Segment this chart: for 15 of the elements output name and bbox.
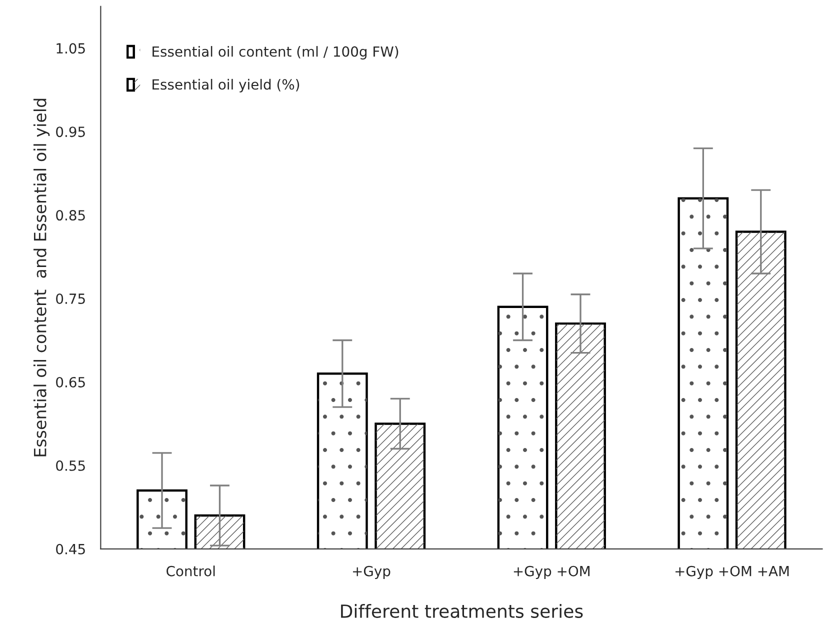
x-axis-title: Different treatments series	[341, 604, 583, 618]
x-tick-label: +Gyp +OM +AM	[676, 566, 789, 580]
legend-label: Essential oil yield (%)	[152, 78, 300, 92]
y-tick-label: 0.45	[56, 544, 85, 554]
y-axis-title: Essential oil content and Essential oil yield	[33, 98, 50, 456]
y-tick-label: 0.75	[56, 294, 85, 304]
x-tick-label: +Gyp	[353, 566, 390, 580]
legend-label: Essential oil content (ml / 100g FW)	[152, 46, 398, 60]
y-tick-label: 0.85	[56, 210, 85, 221]
x-tick-label: Control	[166, 566, 215, 576]
x-tick-label: +Gyp +OM	[514, 566, 590, 580]
y-tick-label: 0.55	[56, 460, 85, 471]
y-tick-label: 0.95	[56, 126, 85, 138]
y-tick-label: 0.65	[56, 376, 85, 388]
y-tick-label: 1.05	[56, 43, 85, 54]
